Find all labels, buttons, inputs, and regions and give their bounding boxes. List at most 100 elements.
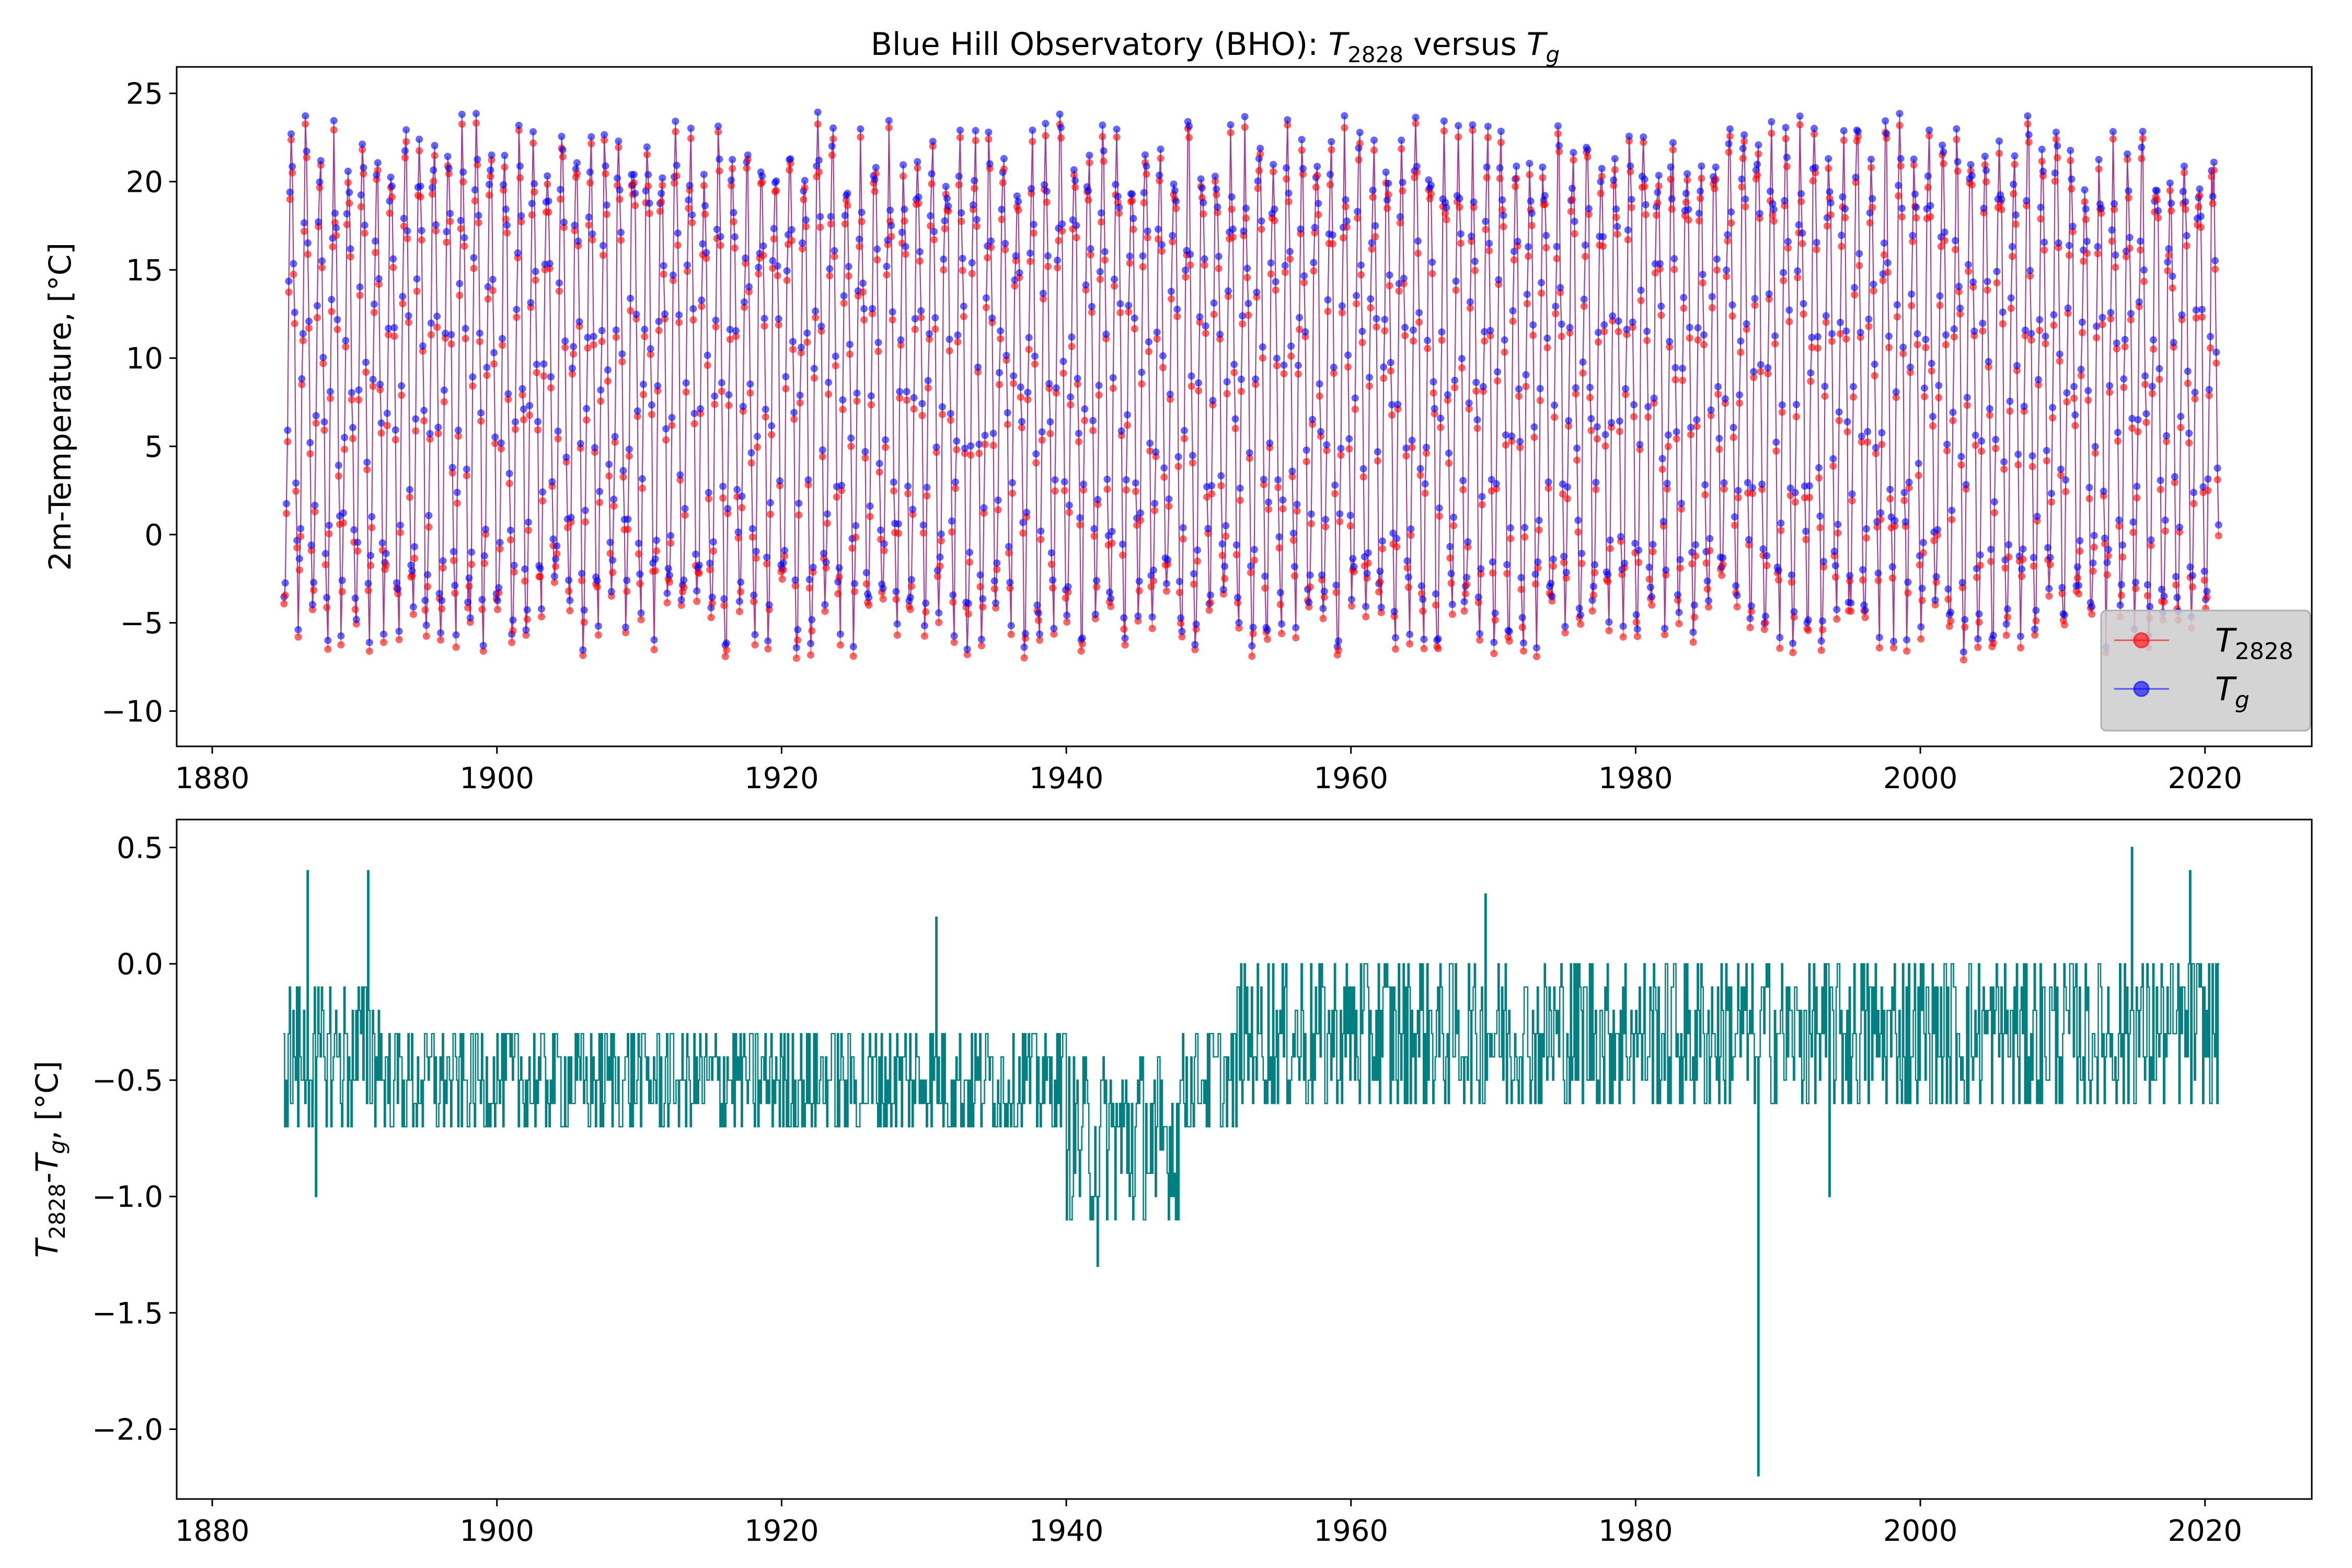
- tg-point: [333, 316, 341, 324]
- tg-point: [315, 218, 322, 226]
- t2828-point: [1291, 572, 1298, 580]
- tg-point: [1898, 204, 1906, 212]
- tg-point: [1560, 552, 1568, 560]
- t2828-point: [1569, 196, 1576, 203]
- tg-point: [769, 257, 777, 264]
- tg-point: [709, 538, 717, 546]
- tg-point: [2176, 523, 2183, 531]
- t2828-point: [499, 341, 506, 349]
- t2828-point: [760, 322, 768, 330]
- tg-point: [534, 418, 541, 425]
- t2828-point: [746, 389, 754, 397]
- t2828-point: [2070, 395, 2078, 402]
- t2828-point: [1444, 396, 1451, 404]
- t2828-point: [650, 646, 658, 653]
- t2828-point: [892, 595, 900, 603]
- t2828-point: [2153, 196, 2161, 204]
- t2828-point: [356, 291, 364, 299]
- tg-point: [1162, 580, 1170, 587]
- tg-point: [1605, 618, 1613, 626]
- tg-point: [1256, 144, 1264, 152]
- t2828-point: [1450, 522, 1458, 529]
- tg-point: [755, 263, 763, 271]
- t2828-point: [2049, 414, 2057, 422]
- tg-point: [493, 597, 501, 605]
- tg-point: [660, 262, 667, 270]
- tg-point: [918, 400, 926, 408]
- top-x-tick-label: 1960: [1313, 762, 1388, 795]
- t2828-point: [597, 397, 605, 405]
- t2828-point: [1529, 331, 1537, 339]
- tg-point: [1023, 509, 1031, 516]
- t2828-point: [1543, 344, 1551, 352]
- t2828-point: [2141, 381, 2149, 388]
- t2828-point: [718, 387, 725, 395]
- t2828-point: [709, 547, 717, 555]
- tg-point: [451, 582, 459, 590]
- t2828-point: [740, 304, 748, 312]
- t2828-point: [2111, 205, 2118, 213]
- tg-point: [1437, 414, 1445, 422]
- t2828-point: [882, 443, 889, 451]
- tg-point: [1727, 208, 1735, 216]
- t2828-point: [1805, 494, 1813, 501]
- tg-point: [1625, 132, 1633, 140]
- tg-point: [953, 437, 961, 445]
- tg-point: [1151, 500, 1159, 508]
- t2828-point: [598, 338, 606, 345]
- t2828-point: [1971, 442, 1979, 449]
- tg-point: [1196, 313, 1204, 321]
- tg-point: [2158, 585, 2165, 593]
- tg-point: [1064, 583, 1072, 591]
- t2828-point: [1412, 120, 1420, 128]
- tg-point: [1209, 397, 1217, 405]
- t2828-point: [666, 578, 673, 586]
- t2828-point: [1296, 326, 1303, 333]
- tg-point: [972, 126, 979, 134]
- t2828-point: [917, 314, 925, 321]
- tg-point: [1623, 326, 1631, 333]
- tg-point: [372, 237, 379, 245]
- tg-point: [561, 337, 569, 345]
- t2828-point: [303, 154, 310, 162]
- t2828-point: [1416, 471, 1424, 479]
- tg-point: [1934, 526, 1941, 534]
- tg-point: [1880, 239, 1888, 247]
- tg-point: [1416, 465, 1424, 472]
- tg-point: [1341, 112, 1348, 120]
- t2828-point: [2054, 154, 2061, 162]
- tg-point: [1010, 372, 1018, 380]
- t2828-point: [1327, 181, 1334, 189]
- t2828-point: [1485, 247, 1493, 255]
- t2828-point: [766, 511, 774, 518]
- t2828-point: [2014, 461, 2022, 469]
- t2828-point: [1864, 439, 1872, 446]
- tg-point: [1458, 355, 1466, 363]
- tg-point: [1913, 330, 1921, 338]
- tg-point: [290, 260, 297, 268]
- t2828-point: [1640, 139, 1647, 146]
- tg-point: [2205, 386, 2213, 394]
- t2828-point: [1354, 214, 1362, 222]
- t2828-point: [1827, 211, 1835, 219]
- t2828-point: [557, 195, 564, 203]
- tg-point: [316, 178, 324, 186]
- t2828-point: [1712, 176, 1720, 183]
- tg-point: [1206, 591, 1214, 599]
- t2828-point: [552, 562, 560, 570]
- tg-point: [1807, 369, 1815, 377]
- t2828-point: [762, 413, 769, 421]
- t2828-point: [1859, 576, 1866, 584]
- tg-point: [356, 283, 364, 291]
- tg-point: [2140, 266, 2148, 274]
- tg-point: [1152, 448, 1160, 456]
- t2828-point: [2215, 532, 2222, 540]
- t2828-point: [737, 588, 745, 596]
- t2828-point: [689, 316, 697, 324]
- tg-point: [1294, 362, 1302, 370]
- tg-point: [740, 298, 748, 306]
- tg-point: [1986, 405, 1993, 412]
- tg-point: [1470, 198, 1478, 206]
- t2828-point: [377, 429, 385, 437]
- tg-point: [1357, 261, 1365, 269]
